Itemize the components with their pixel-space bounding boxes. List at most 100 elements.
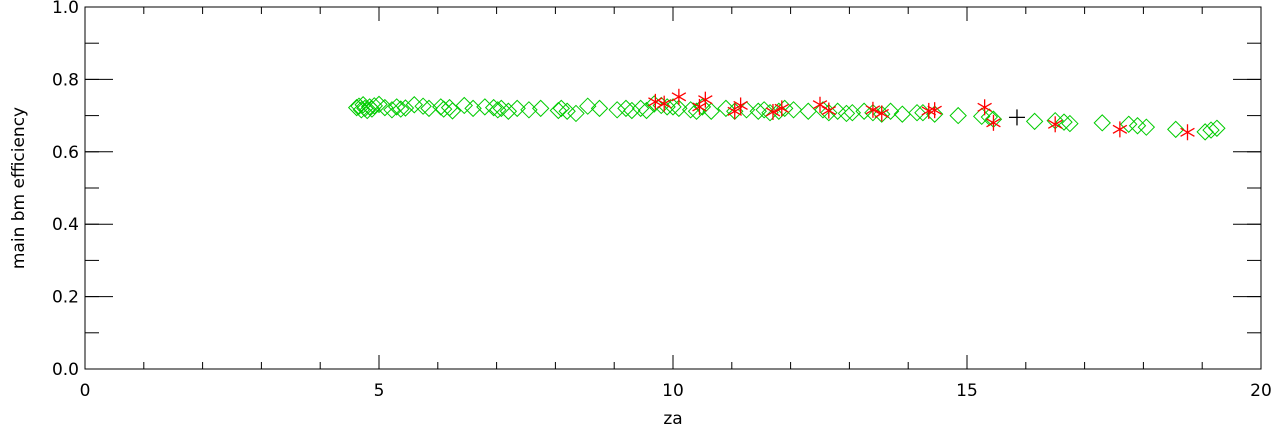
asterisk-point	[986, 114, 1001, 131]
diamond-point	[837, 104, 856, 123]
asterisk-point	[874, 105, 889, 122]
diamond-point	[484, 98, 503, 117]
asterisk-point	[865, 101, 881, 118]
asterisk-stroke	[733, 100, 748, 111]
series-asterisk	[648, 88, 1195, 141]
diamond-point	[549, 101, 568, 120]
diamond-point	[531, 99, 550, 118]
asterisk-point	[692, 98, 707, 115]
asterisk-point	[1112, 121, 1128, 138]
diamond-point	[476, 98, 494, 116]
diamond-point	[784, 101, 803, 119]
x-tick-label: 20	[1250, 381, 1272, 401]
asterisk-stroke	[865, 105, 881, 115]
asterisk-stroke	[698, 95, 713, 105]
data-points	[347, 88, 1226, 141]
diamond-point	[508, 99, 526, 118]
asterisk-point	[671, 88, 687, 105]
diamond-point	[1137, 118, 1156, 136]
series-plus	[1008, 109, 1025, 126]
diamond-point	[387, 98, 406, 116]
x-tick-label: 5	[374, 381, 385, 401]
y-tick-label: 1.0	[52, 0, 79, 18]
diamond-point	[552, 99, 570, 118]
diamond-point	[1167, 120, 1185, 139]
diamond-point	[949, 106, 967, 125]
diamond-point	[717, 99, 735, 118]
x-tick-label: 10	[662, 381, 684, 401]
diamond-point	[1061, 114, 1079, 133]
asterisk-stroke	[812, 100, 828, 110]
diamond-point	[893, 105, 912, 123]
asterisk-point	[648, 93, 663, 110]
diamond-point	[370, 95, 388, 114]
x-axis-label: za	[663, 409, 682, 429]
asterisk-stroke	[656, 99, 672, 109]
diamond-point	[347, 98, 366, 117]
diamond-point	[492, 99, 511, 118]
y-tick-label: 0.8	[52, 70, 79, 90]
asterisk-stroke	[774, 103, 790, 113]
diamond-point	[1208, 119, 1226, 137]
diamond-point	[365, 97, 384, 115]
asterisk-stroke	[1047, 119, 1063, 129]
asterisk-stroke	[977, 102, 992, 112]
diamond-point	[567, 104, 585, 123]
diamond-point	[579, 97, 597, 115]
diamond-point	[670, 99, 688, 118]
asterisk-point	[977, 99, 992, 116]
asterisk-stroke	[765, 107, 781, 117]
asterisk-point	[821, 102, 837, 119]
asterisk-stroke	[1112, 124, 1128, 134]
diamond-point	[637, 101, 656, 120]
diamond-point	[455, 96, 473, 115]
diamond-point	[608, 101, 626, 119]
axis-tick-labels: 0 5 10 15 20 0.0 0.2 0.4 0.6 0.8 1.0	[52, 0, 1272, 401]
diamond-point	[755, 101, 773, 119]
asterisk-stroke	[727, 106, 742, 116]
series-diamond	[347, 95, 1226, 141]
plus-point	[1008, 109, 1025, 126]
diamond-point	[820, 103, 838, 122]
x-tick-label: 15	[956, 381, 978, 401]
diamond-point	[1202, 121, 1220, 139]
diamond-point	[590, 99, 609, 118]
diamond-point	[972, 107, 991, 126]
asterisk-stroke	[821, 105, 837, 116]
plot-frame	[84, 6, 1262, 370]
diamond-point	[414, 97, 432, 115]
asterisk-stroke	[692, 102, 707, 112]
diamond-point	[383, 101, 401, 119]
y-axis-label: main bm efficiency	[9, 107, 29, 269]
diamond-point	[489, 101, 507, 119]
asterisk-point	[656, 95, 672, 112]
x-tick-label: 0	[80, 381, 91, 401]
diamond-point	[499, 102, 518, 120]
diamond-point	[352, 101, 371, 119]
diamond-point	[1025, 112, 1044, 131]
diamond-point	[881, 102, 900, 120]
y-tick-label: 0.4	[52, 215, 79, 235]
y-tick-label: 0.0	[52, 360, 79, 380]
diamond-point	[702, 102, 720, 120]
asterisk-point	[774, 100, 790, 117]
asterisk-point	[1047, 116, 1063, 133]
diamond-point	[681, 101, 700, 119]
asterisk-stroke	[874, 108, 889, 118]
diamond-point	[432, 98, 450, 116]
diamond-point	[1093, 114, 1111, 132]
asterisk-point	[927, 102, 942, 119]
diamond-point	[617, 99, 635, 118]
asterisk-stroke	[648, 97, 663, 107]
diamond-point	[799, 102, 817, 120]
diamond-point	[749, 102, 767, 120]
axis-ticks	[84, 6, 1262, 370]
diamond-point	[1055, 113, 1073, 131]
asterisk-point	[698, 91, 713, 108]
asterisk-stroke	[927, 105, 942, 115]
diamond-point	[443, 102, 462, 120]
diamond-point	[396, 99, 415, 117]
asterisk-point	[727, 103, 742, 120]
diamond-point	[392, 100, 410, 118]
